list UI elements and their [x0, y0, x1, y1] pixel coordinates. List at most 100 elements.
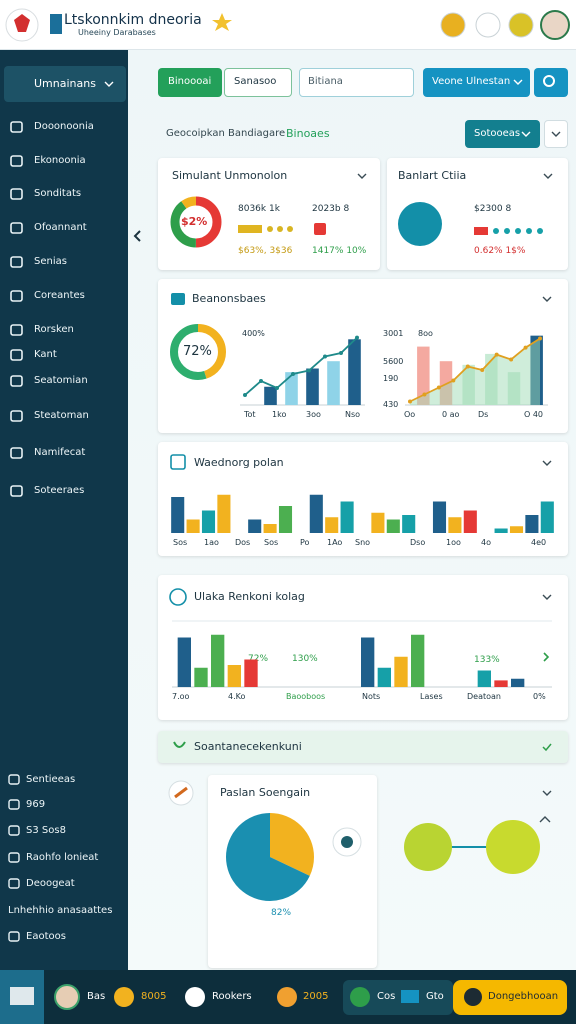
bar: [540, 501, 554, 533]
dropdown[interactable]: [423, 68, 530, 97]
sidebar-active[interactable]: [4, 66, 126, 102]
nav-icon: [10, 410, 23, 422]
chevron-icon: [513, 79, 523, 85]
nav-item[interactable]: Coreantes: [34, 290, 85, 301]
stat: $2300 8: [474, 204, 512, 214]
bar: [217, 494, 231, 533]
rating-dot: [267, 226, 273, 232]
nav-icon: [8, 799, 20, 810]
axis-label: 5600: [383, 357, 404, 366]
axis-label: Oo: [404, 410, 416, 419]
nav-item[interactable]: Eaotoos: [26, 931, 66, 942]
nav-item[interactable]: Deoogeat: [26, 878, 75, 889]
nav-item[interactable]: S3 Sos8: [26, 825, 66, 836]
line-dot: [509, 357, 514, 362]
cta-label[interactable]: Dongebhooan: [488, 991, 559, 1002]
label: Waednorg polan: [194, 456, 284, 469]
axis-label: 3001: [383, 329, 404, 338]
bar: [348, 339, 361, 405]
nav-icon: [10, 222, 23, 234]
bar: [194, 667, 208, 687]
line: [409, 337, 541, 403]
nav-item[interactable]: Ofoannant: [34, 222, 87, 233]
line-dot: [323, 354, 327, 359]
dropdown-label[interactable]: Sotooeas: [474, 128, 521, 139]
footer-icon: [185, 987, 205, 1007]
nav-item[interactable]: 969: [26, 799, 46, 810]
nav-item[interactable]: Rorsken: [34, 324, 74, 335]
card: [158, 158, 380, 270]
rating-dot: [493, 228, 499, 234]
button[interactable]: [158, 68, 222, 97]
axis-label: 1ko: [272, 410, 287, 419]
search-input[interactable]: [299, 68, 414, 97]
line-dot: [355, 335, 359, 340]
nav-icon: [10, 121, 23, 133]
bar: [248, 519, 262, 533]
axis-label: Dos: [235, 538, 251, 547]
dropdown-toggle[interactable]: [544, 120, 568, 148]
footer-item[interactable]: 2005: [303, 991, 329, 1002]
bar: [511, 678, 525, 687]
rating-dot: [287, 226, 293, 232]
nav-item[interactable]: Senias: [34, 256, 67, 267]
nav-icon: [10, 290, 23, 302]
chevron-icon: [542, 460, 552, 466]
line-dot: [408, 399, 412, 404]
card-icon: [171, 293, 185, 305]
line-dot: [275, 386, 279, 390]
nav-item[interactable]: Kant: [34, 349, 57, 360]
nav-item[interactable]: Lnhehhio anasaattes: [8, 905, 113, 916]
banner-text: Soantanecekenkuni: [194, 740, 302, 753]
collapse-icon: [133, 230, 141, 242]
axis-label: 0 ao: [442, 410, 460, 419]
axis-label: Lases: [420, 692, 443, 701]
axis-label: Sos: [264, 538, 279, 547]
axis-label: Po: [300, 538, 310, 547]
axis-label: Dso: [410, 538, 426, 547]
nav-item[interactable]: Soteeraes: [34, 485, 85, 496]
axis-label: O 40: [524, 410, 544, 419]
bar: [186, 519, 200, 533]
label: Paslan Soengain: [220, 786, 311, 799]
card-icon: [170, 454, 186, 470]
banner-icon: [173, 741, 186, 748]
stat: 0.62% 1$%: [474, 246, 526, 256]
nav-item[interactable]: Dooonoonia: [34, 121, 94, 132]
axis-label: Nots: [362, 692, 381, 701]
footer-item[interactable]: Cos: [377, 991, 396, 1002]
nav-item[interactable]: Sentieeas: [26, 774, 76, 785]
nav-item[interactable]: Sonditats: [34, 188, 82, 199]
bar: [325, 517, 339, 533]
search-button[interactable]: [534, 68, 568, 97]
dropdown-label[interactable]: Veone Ulnestan: [432, 76, 511, 87]
nav-item[interactable]: Seatomian: [34, 375, 88, 386]
nav-item[interactable]: Ekonoonia: [34, 155, 86, 166]
header-icon: [475, 12, 501, 38]
line: [244, 336, 358, 396]
axis-label: Deatoan: [467, 692, 501, 701]
nav-item[interactable]: Umnainans: [34, 77, 96, 90]
line-dot: [307, 368, 311, 373]
button-label[interactable]: Sanasoo: [234, 76, 277, 87]
bar: [509, 526, 524, 533]
footer-item[interactable]: 8005: [141, 991, 167, 1002]
nav-icon: [8, 774, 20, 785]
bar: [494, 680, 508, 687]
nav-item[interactable]: Raohfo lonieat: [26, 852, 99, 863]
button[interactable]: [224, 68, 292, 97]
line-dot: [259, 379, 263, 383]
footer-item[interactable]: Gto: [426, 991, 444, 1002]
cta-icon: [464, 988, 482, 1006]
nav-item[interactable]: Namifecat: [34, 447, 86, 458]
input-text[interactable]: Bitiana: [308, 76, 343, 87]
button-label[interactable]: Binoooai: [168, 76, 212, 87]
line-dot: [291, 372, 295, 376]
nav-item[interactable]: Steatoman: [34, 410, 89, 421]
filter-link[interactable]: Binoaes: [286, 127, 330, 140]
card: [158, 731, 568, 763]
footer-item[interactable]: Bas: [87, 991, 106, 1002]
rating-dot: [504, 228, 510, 234]
footer-item[interactable]: Rookers: [212, 991, 252, 1002]
